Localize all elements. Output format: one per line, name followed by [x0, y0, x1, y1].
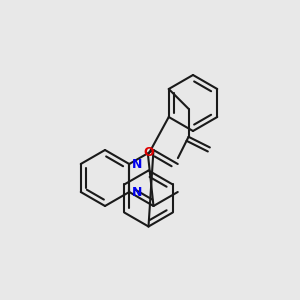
- Text: N: N: [132, 158, 142, 170]
- Text: O: O: [144, 146, 154, 160]
- Text: N: N: [132, 185, 142, 199]
